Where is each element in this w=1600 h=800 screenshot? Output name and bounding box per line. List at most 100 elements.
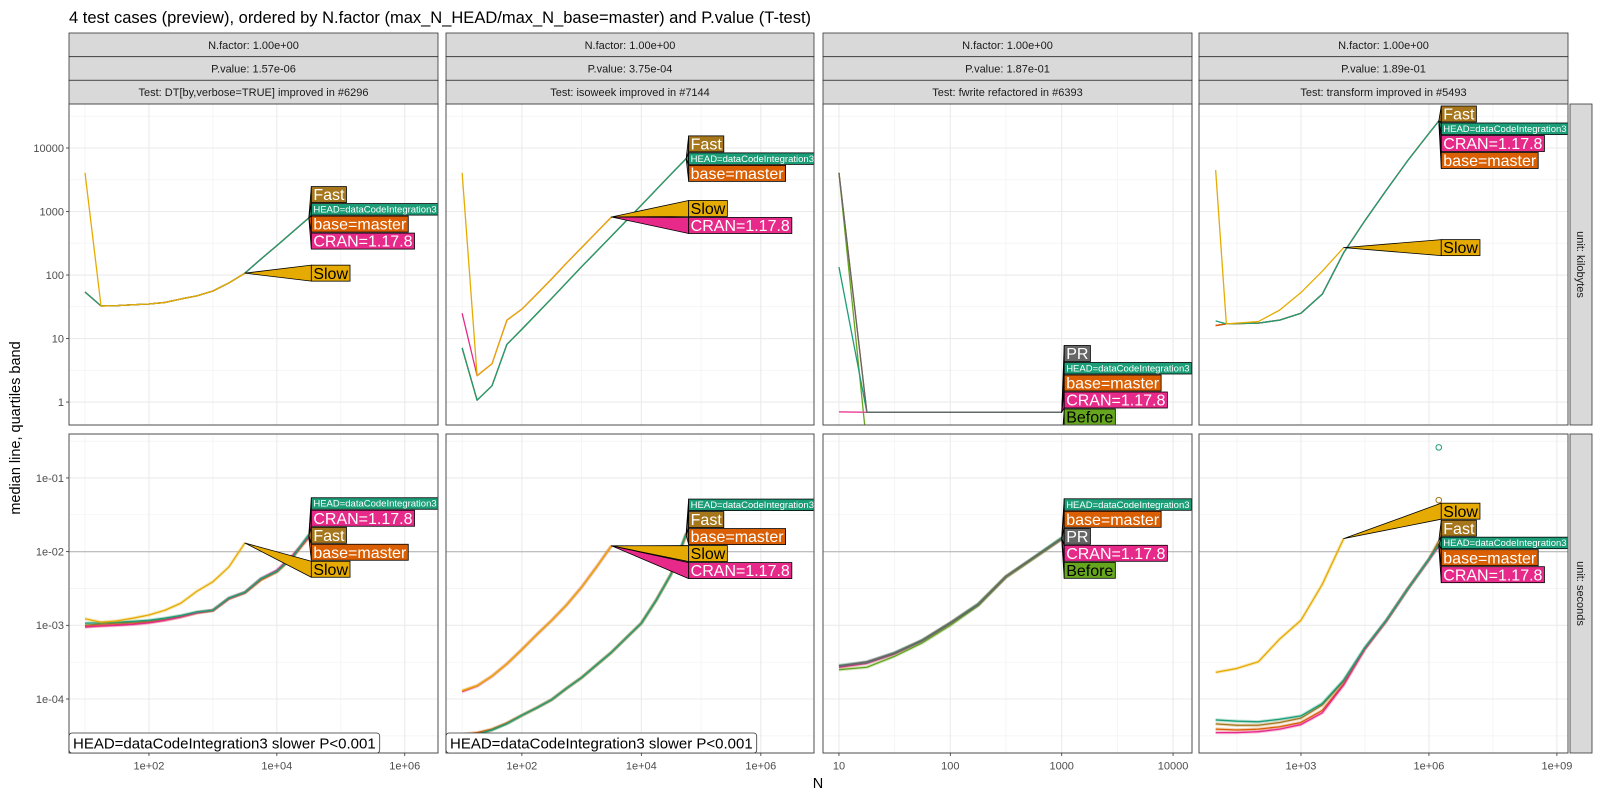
x-tick-label: 10 [833, 761, 845, 773]
panel-background [69, 434, 438, 753]
label-box [1063, 374, 1162, 392]
chart-title: 4 test cases (preview), ordered by N.fac… [69, 9, 811, 27]
facet-strip-label: P.value: 1.89e-01 [1341, 64, 1426, 76]
series-label: base=master [308, 537, 409, 562]
series-label: CRAN=1.17.8 [1061, 538, 1168, 563]
series-label: Slow [611, 200, 728, 218]
panel-plot-area: FastHEAD=dataCodeIntegration3base=master… [461, 135, 814, 401]
annotation-text: HEAD=dataCodeIntegration3 slower P<0.001 [73, 736, 376, 753]
panel-border [445, 103, 815, 426]
x-axis-title: N [813, 776, 823, 792]
panel-plot-area: FastHEAD=dataCodeIntegration3base=master… [84, 172, 438, 307]
facet-strip-label: P.value: 1.57e-06 [211, 64, 296, 76]
label-box [688, 200, 728, 217]
series-label: CRAN=1.17.8 [611, 545, 793, 580]
row-strip [1569, 433, 1593, 754]
y-axis-title: median line, quartiles band [8, 341, 24, 514]
series-label: base=master [685, 528, 786, 546]
label-box [310, 264, 351, 282]
label-box [1063, 561, 1116, 579]
label-text: HEAD=dataCodeIntegration3 [313, 499, 436, 510]
label-text: Slow [1443, 240, 1478, 257]
label-box [1440, 536, 1568, 550]
series-line [838, 172, 866, 425]
label-text: PR [1066, 346, 1088, 363]
outlier-point [1435, 444, 1443, 451]
label-box [688, 511, 725, 528]
label-box [310, 232, 415, 250]
facet-strip-label: N.factor: 1.00e+00 [585, 40, 676, 52]
series-line [838, 538, 1063, 667]
panel-border [1198, 433, 1569, 754]
series-label: Slow [244, 264, 351, 283]
facet-strip-label: Test: fwrite refactored in #6393 [932, 87, 1082, 99]
series-line [461, 172, 612, 377]
facet-grid: unit: kilobytes unit: seconds N.factor: 1.… [33, 32, 1593, 773]
panel-background [823, 434, 1192, 753]
series-label: Fast [685, 511, 725, 535]
panel-col4-row1: FastHEAD=dataCodeIntegration3CRAN=1.17.8… [1198, 103, 1569, 426]
label-text: Fast [691, 136, 723, 153]
series-line [1215, 538, 1345, 673]
y-tick-label: 10000 [33, 143, 64, 155]
series-label: base=master [1438, 120, 1539, 170]
series-label: CRAN=1.17.8 [308, 217, 415, 251]
label-box [1063, 391, 1168, 409]
label-box [310, 186, 347, 203]
facet-strip-label: N.factor: 1.00e+00 [208, 40, 299, 52]
gridlines [1199, 104, 1568, 425]
y-tick-label: 1 [58, 397, 64, 409]
label-box [1440, 135, 1545, 152]
gridlines [446, 104, 814, 425]
series-label: HEAD=dataCodeIntegration3 [308, 203, 438, 219]
label-box [1440, 105, 1477, 123]
label-text: CRAN=1.17.8 [313, 234, 412, 251]
facet-strip-label: Test: isoweek improved in #7144 [550, 87, 710, 99]
x-tick-label: 1e+04 [261, 761, 292, 773]
significance-annotation: HEAD=dataCodeIntegration3 slower P<0.001 [68, 732, 381, 754]
series-label: PR [1061, 527, 1091, 546]
series-label: base=master [1438, 543, 1539, 567]
label-box [310, 203, 438, 216]
label-text: CRAN=1.17.8 [691, 218, 790, 235]
label-text: CRAN=1.17.8 [313, 511, 412, 528]
label-text: Before [1066, 563, 1113, 580]
panel-border [1198, 103, 1569, 426]
label-box [1063, 408, 1116, 425]
label-text: PR [1066, 529, 1088, 546]
y-tick-label: 1e-02 [36, 546, 64, 558]
x-tick-label: 1e+06 [389, 761, 420, 773]
series-label: Fast [1438, 105, 1477, 124]
panel-col1-row1: FastHEAD=dataCodeIntegration3base=master… [68, 103, 439, 426]
label-box [310, 543, 409, 561]
label-box [1440, 519, 1477, 537]
annotation-text: HEAD=dataCodeIntegration3 slower P<0.001 [450, 736, 753, 753]
label-text: Slow [691, 201, 726, 218]
x-tick-label: 100 [941, 761, 959, 773]
label-text: base=master [691, 529, 785, 546]
panel-plot-area: HEAD=dataCodeIntegration3CRAN=1.17.8Fast… [84, 497, 438, 629]
label-text: CRAN=1.17.8 [1066, 546, 1165, 563]
label-box [688, 135, 725, 153]
label-text: Fast [1443, 521, 1475, 538]
series-label: HEAD=dataCodeIntegration3 [685, 152, 814, 165]
panel-col1-row2: HEAD=dataCodeIntegration3CRAN=1.17.8Fast… [68, 433, 439, 754]
label-text: HEAD=dataCodeIntegration3 [1066, 500, 1189, 511]
label-text: base=master [313, 217, 407, 234]
series-label: base=master [685, 158, 786, 183]
label-text: CRAN=1.17.8 [1443, 567, 1542, 584]
label-text: base=master [1443, 550, 1537, 567]
label-text: base=master [313, 545, 407, 562]
gridlines [446, 434, 814, 753]
series-label: Slow [1343, 239, 1481, 257]
panel-plot-area: HEAD=dataCodeIntegration3base=masterPRCR… [838, 498, 1192, 672]
label-box [310, 509, 415, 527]
label-box [688, 528, 786, 545]
panel-col3-row2: HEAD=dataCodeIntegration3base=masterPRCR… [822, 433, 1193, 754]
panel-col2-row1: FastHEAD=dataCodeIntegration3base=master… [445, 103, 815, 426]
x-tick-label: 1e+06 [745, 761, 776, 773]
series-label: CRAN=1.17.8 [1438, 545, 1545, 584]
x-tick-label: 1e+04 [626, 761, 657, 773]
series-line [1215, 120, 1440, 325]
panel-background [446, 434, 814, 753]
